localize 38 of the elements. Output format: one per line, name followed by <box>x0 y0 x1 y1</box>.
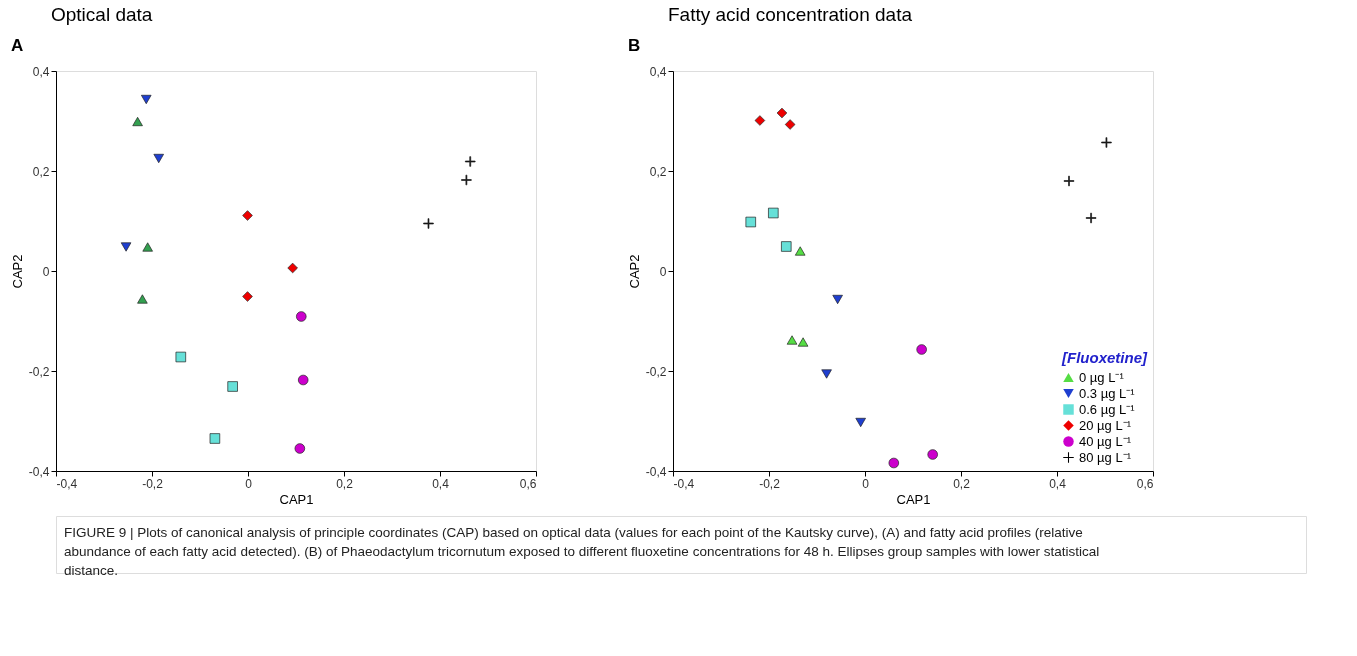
y-tick-label: -0,2 <box>645 364 667 379</box>
y-axis-title: CAP2 <box>9 254 25 289</box>
y-tick-label: 0,2 <box>32 164 50 179</box>
x-tick-label: 0,2 <box>953 476 971 491</box>
chart-title: Optical data <box>51 4 153 25</box>
x-axis-title: CAP1 <box>279 491 314 507</box>
y-tick-label: 0,4 <box>649 64 667 79</box>
legend-label: 20 µg L⁻¹ <box>1079 417 1132 433</box>
x-tick-label: 0,6 <box>1136 476 1154 491</box>
y-tick-label: -0,2 <box>28 364 50 379</box>
y-axis-title: CAP2 <box>626 254 642 289</box>
x-tick-label: 0,4 <box>1049 476 1067 491</box>
caption: FIGURE 9 | Plots of canonical analysis of principle coordinates (CAP) based on optical data (values for each point of the Kautsky curve), (A) and fatty acid profiles (relative abundance of each fatty acid detected). (B) of Phaeodactylum tricornutum exposed to different fluoxetine concentrations for 48 h. Ellipses group samples with lower statistical distance. <box>64 524 1100 578</box>
legend-label: 0.3 µg L⁻¹ <box>1079 385 1136 401</box>
legend-label: 40 µg L⁻¹ <box>1079 433 1132 449</box>
x-tick-label: 0 <box>245 476 253 491</box>
y-tick-label: 0,4 <box>32 64 50 79</box>
text: A <box>11 36 24 55</box>
x-tick-label: -0,4 <box>673 476 695 491</box>
x-tick-label: -0,2 <box>142 476 164 491</box>
legend-label: 0 µg L⁻¹ <box>1079 369 1125 385</box>
x-tick-label: 0,6 <box>519 476 537 491</box>
y-tick-label: 0,2 <box>649 164 667 179</box>
chart-title: Fatty acid concentration data <box>668 4 913 25</box>
legend-label: 80 µg L⁻¹ <box>1079 449 1132 465</box>
y-tick-label: -0,4 <box>28 464 50 479</box>
legend-title: [Fluoxetine] <box>1061 349 1148 366</box>
x-tick-label: -0,4 <box>56 476 78 491</box>
y-tick-label: -0,4 <box>645 464 667 479</box>
legend-label: 0.6 µg L⁻¹ <box>1079 401 1136 417</box>
x-tick-label: -0,2 <box>759 476 781 491</box>
y-tick-label: 0 <box>42 264 50 279</box>
x-tick-label: 0,2 <box>336 476 354 491</box>
x-tick-label: 0 <box>862 476 870 491</box>
y-tick-label: 0 <box>659 264 667 279</box>
x-axis-title: CAP1 <box>896 491 931 507</box>
text: B <box>628 36 641 55</box>
x-tick-label: 0,4 <box>432 476 450 491</box>
